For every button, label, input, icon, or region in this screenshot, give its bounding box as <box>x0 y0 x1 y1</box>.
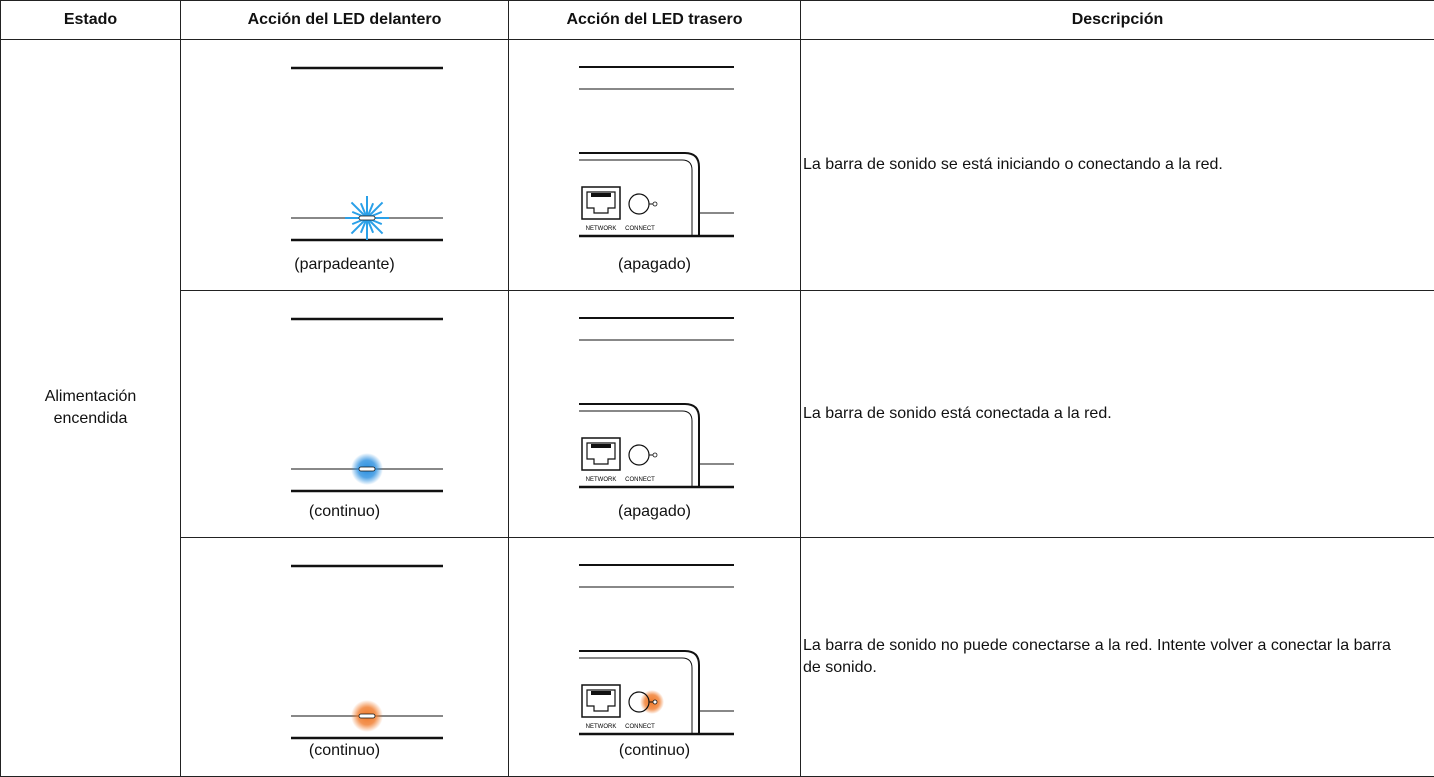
rear-cell: NETWORK CONNECT (apagado) <box>509 40 801 291</box>
led <box>359 714 375 718</box>
column-header: Acción del LED delantero <box>181 1 509 40</box>
rear-cell: NETWORK CONNECT (continuo) <box>509 538 801 777</box>
front-caption: (continuo) <box>181 742 508 760</box>
description-cell: La barra de sonido no puede conectarse a… <box>801 538 1434 777</box>
table-row: (continuo) NETWORK CONNECT (continuo) La bar… <box>1 538 1434 777</box>
connect-button <box>629 194 649 214</box>
rear-caption: (apagado) <box>509 256 800 274</box>
rear-panel-drawing: NETWORK CONNECT <box>509 40 801 290</box>
front-cell: (continuo) <box>181 291 509 538</box>
connect-label: CONNECT <box>625 226 655 232</box>
connect-led <box>653 453 657 457</box>
description-cell: La barra de sonido se está iniciando o c… <box>801 40 1434 291</box>
table-body: Alimentación encendida(parpadeante)NETWO… <box>1 40 1434 777</box>
column-header: Descripción <box>801 1 1434 40</box>
connect-label: CONNECT <box>625 724 655 730</box>
rear-caption: (continuo) <box>509 742 800 760</box>
front-illustration: (continuo) <box>181 291 508 537</box>
connect-button <box>629 445 649 465</box>
connect-led <box>653 700 657 704</box>
state-cell: Alimentación encendida <box>1 40 181 777</box>
port-pins <box>591 691 611 695</box>
rear-illustration: NETWORK CONNECT (apagado) <box>509 291 800 537</box>
column-header: Acción del LED trasero <box>509 1 801 40</box>
front-led-drawing <box>181 538 509 776</box>
network-label: NETWORK <box>586 724 617 730</box>
description-cell: La barra de sonido está conectada a la r… <box>801 291 1434 538</box>
table-row: (continuo) NETWORK CONNECT (apagado) La barr… <box>1 291 1434 538</box>
table-row: Alimentación encendida(parpadeante)NETWO… <box>1 40 1434 291</box>
network-label: NETWORK <box>586 477 617 483</box>
network-label: NETWORK <box>586 226 617 232</box>
rear-illustration: NETWORK CONNECT (apagado) <box>509 40 800 290</box>
description-text: La barra de sonido se está iniciando o c… <box>803 154 1403 176</box>
rear-cell: NETWORK CONNECT (apagado) <box>509 291 801 538</box>
description-text: La barra de sonido no puede conectarse a… <box>803 635 1403 679</box>
port-pins <box>591 193 611 197</box>
front-led-drawing <box>181 291 509 537</box>
front-cell: (parpadeante) <box>181 40 509 291</box>
port-pins <box>591 444 611 448</box>
description-text: La barra de sonido está conectada a la r… <box>803 403 1403 425</box>
front-led-drawing <box>181 40 509 290</box>
column-header: Estado <box>1 1 181 40</box>
front-illustration: (parpadeante) <box>181 40 508 290</box>
front-illustration: (continuo) <box>181 538 508 776</box>
rear-caption: (apagado) <box>509 503 800 521</box>
led <box>359 467 375 471</box>
connect-led <box>653 202 657 206</box>
front-cell: (continuo) <box>181 538 509 777</box>
state-text: Alimentación encendida <box>31 386 151 430</box>
front-caption: (continuo) <box>181 503 508 521</box>
led <box>359 216 375 220</box>
rear-panel-drawing: NETWORK CONNECT <box>509 291 801 537</box>
front-caption: (parpadeante) <box>181 256 508 274</box>
rear-panel-drawing: NETWORK CONNECT <box>509 538 801 776</box>
rear-illustration: NETWORK CONNECT (continuo) <box>509 538 800 776</box>
connect-label: CONNECT <box>625 477 655 483</box>
